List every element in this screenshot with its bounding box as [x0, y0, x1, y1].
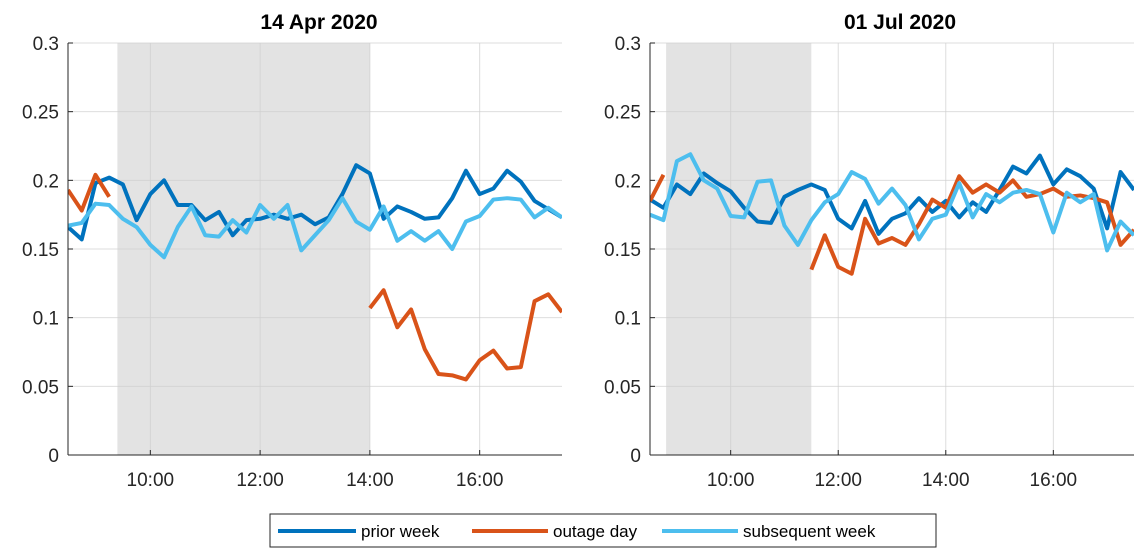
- series-line-outage-day: [68, 172, 562, 382]
- legend-label-prior-week: prior week: [361, 522, 440, 541]
- x-tick-label: 12:00: [236, 470, 284, 491]
- series-line-prior-week: [650, 153, 1134, 236]
- x-tick-label: 14:00: [922, 470, 970, 491]
- y-tick-label: 0.15: [604, 240, 641, 261]
- series-group: [68, 163, 562, 382]
- legend-box: [269, 513, 937, 548]
- y-tick-label: 0.2: [615, 171, 641, 192]
- legend-label-outage-day: outage day: [553, 522, 638, 541]
- y-tick-label: 0.25: [604, 103, 641, 124]
- x-tick-label: 10:00: [707, 470, 755, 491]
- y-tick-label: 0.1: [33, 309, 59, 330]
- chart-panel-left: 0 0.05 0.1 0.15 0.2 0.25 0.3 10:00 12:00 14:00 16:…: [22, 11, 562, 491]
- y-tick-label: 0.3: [33, 34, 59, 55]
- x-tick-label: 12:00: [814, 470, 862, 491]
- series-line-prior-week: [68, 163, 562, 242]
- x-tick-label: 16:00: [456, 470, 504, 491]
- legend: prior week outage day subsequent week: [269, 513, 937, 548]
- y-tick-label: 0.25: [22, 103, 59, 124]
- series-line-outage-day: [650, 173, 1134, 276]
- series-group: [650, 152, 1134, 276]
- y-tick-label: 0.1: [615, 309, 641, 330]
- chart-panel-right: 0 0.05 0.1 0.15 0.2 0.25 0.3 10:00 12:00 14:00 16:…: [604, 11, 1134, 491]
- x-tick-label: 14:00: [346, 470, 394, 491]
- x-tick-label: 10:00: [127, 470, 175, 491]
- y-tick-label: 0: [48, 446, 59, 467]
- y-tick-label: 0.15: [22, 240, 59, 261]
- chart-title: 14 Apr 2020: [260, 11, 377, 34]
- y-tick-label: 0.05: [22, 377, 59, 398]
- y-tick-label: 0.2: [33, 171, 59, 192]
- series-line-subsequent-week: [650, 152, 1134, 253]
- y-tick-label: 0: [630, 446, 641, 467]
- legend-label-subsequent-week: subsequent week: [743, 522, 876, 541]
- x-tick-label: 16:00: [1030, 470, 1078, 491]
- chart-title: 01 Jul 2020: [844, 11, 956, 34]
- series-line-subsequent-week: [68, 196, 562, 260]
- y-tick-label: 0.05: [604, 377, 641, 398]
- y-tick-label: 0.3: [615, 34, 641, 55]
